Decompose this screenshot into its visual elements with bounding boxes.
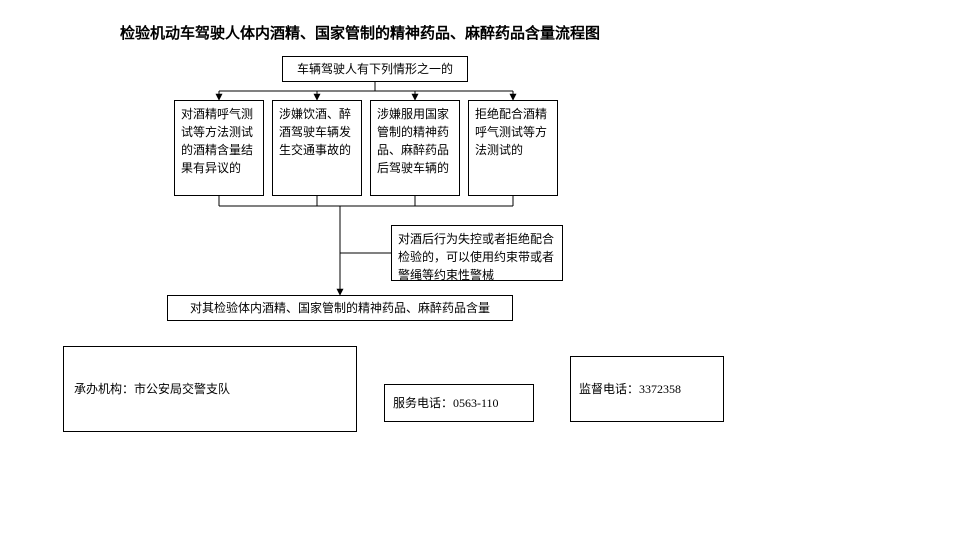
- diagram-title: 检验机动车驾驶人体内酒精、国家管制的精神药品、麻醉药品含量流程图: [120, 22, 600, 43]
- node-tel1-label: 服务电话：0563-110: [393, 394, 499, 412]
- node-result: 对其检验体内酒精、国家管制的精神药品、麻醉药品含量: [167, 295, 513, 321]
- node-side-label: 对酒后行为失控或者拒绝配合检验的，可以使用约束带或者警绳等约束性警械: [398, 230, 556, 284]
- node-c2: 涉嫌饮酒、醉酒驾驶车辆发生交通事故的: [272, 100, 362, 196]
- node-c2-label: 涉嫌饮酒、醉酒驾驶车辆发生交通事故的: [279, 105, 355, 159]
- node-tel2-label: 监督电话：3372358: [579, 380, 681, 398]
- node-c3-label: 涉嫌服用国家管制的精神药品、麻醉药品后驾驶车辆的: [377, 105, 453, 177]
- node-org-label: 承办机构：市公安局交警支队: [74, 380, 230, 398]
- node-tel2: 监督电话：3372358: [570, 356, 724, 422]
- node-side: 对酒后行为失控或者拒绝配合检验的，可以使用约束带或者警绳等约束性警械: [391, 225, 563, 281]
- node-c3: 涉嫌服用国家管制的精神药品、麻醉药品后驾驶车辆的: [370, 100, 460, 196]
- node-c4: 拒绝配合酒精呼气测试等方法测试的: [468, 100, 558, 196]
- node-result-label: 对其检验体内酒精、国家管制的精神药品、麻醉药品含量: [190, 299, 490, 317]
- node-org: 承办机构：市公安局交警支队: [63, 346, 357, 432]
- node-c1: 对酒精呼气测试等方法测试的酒精含量结果有异议的: [174, 100, 264, 196]
- node-c1-label: 对酒精呼气测试等方法测试的酒精含量结果有异议的: [181, 105, 257, 177]
- node-top: 车辆驾驶人有下列情形之一的: [282, 56, 468, 82]
- node-top-label: 车辆驾驶人有下列情形之一的: [297, 60, 453, 78]
- node-tel1: 服务电话：0563-110: [384, 384, 534, 422]
- node-c4-label: 拒绝配合酒精呼气测试等方法测试的: [475, 105, 551, 159]
